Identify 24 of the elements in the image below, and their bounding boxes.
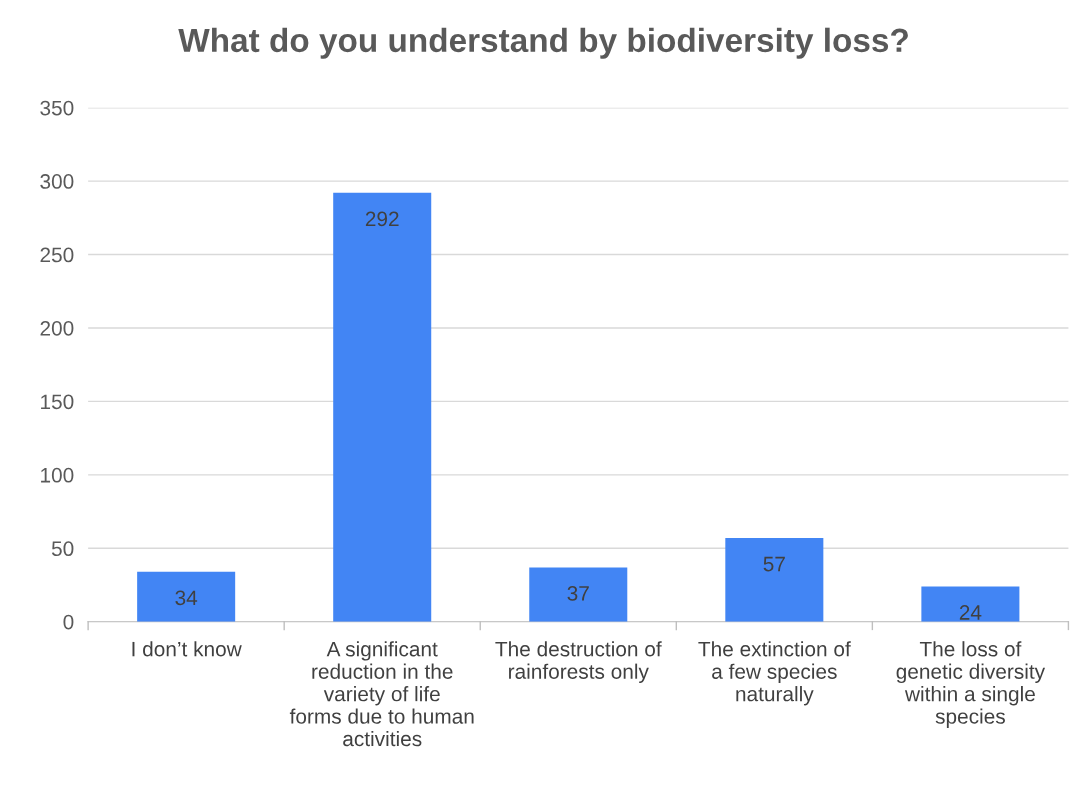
chart-title: What do you understand by biodiversity loss? [178, 27, 908, 59]
y-tick-label: 50 [51, 541, 74, 557]
x-tick-label: I don’t know [132, 641, 242, 657]
x-tick-label: A significant reduction in the variety of life forms due to human activities [289, 641, 474, 747]
data-label: 292 [365, 211, 399, 227]
bar [529, 567, 628, 622]
x-tick-label: The destruction of rainforests only [495, 641, 662, 684]
x-tick-label: The extinction of a few species naturally [698, 641, 851, 706]
y-tick-label: 300 [40, 174, 74, 189]
y-tick-label: 100 [41, 467, 74, 483]
y-tick-label: 0 [63, 614, 74, 630]
bar [921, 586, 1020, 622]
bar [137, 571, 236, 622]
y-tick-label: 200 [40, 320, 74, 336]
y-tick-label: 250 [40, 247, 74, 263]
bar [333, 192, 432, 622]
data-label: 34 [175, 590, 198, 606]
y-tick-label: 350 [40, 100, 74, 116]
x-tick-label: The loss of genetic diversity within a single species [896, 641, 1046, 728]
data-label: 57 [763, 556, 785, 572]
data-label: 24 [959, 605, 982, 620]
bar [725, 538, 824, 622]
data-label: 37 [567, 586, 589, 601]
y-tick-label: 150 [41, 394, 74, 410]
